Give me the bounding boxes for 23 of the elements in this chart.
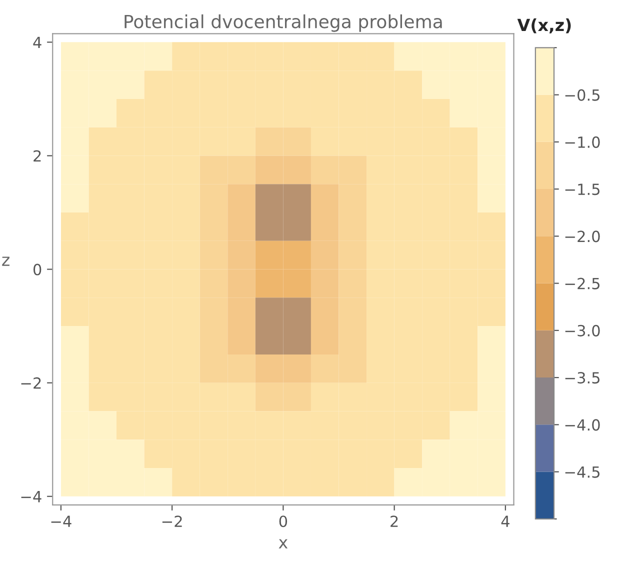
y-tick-label: −2 xyxy=(21,377,41,389)
color-bar-label: −1.5 xyxy=(565,184,600,196)
x-tick-label: 2 xyxy=(390,516,398,527)
color-bar-label: −0.5 xyxy=(565,89,600,101)
y-axis-title: z xyxy=(2,256,10,266)
color-bar-label: −3.0 xyxy=(565,324,600,336)
color-bar-label: −2.0 xyxy=(565,230,600,242)
color-bar-label: −4.0 xyxy=(565,419,600,431)
color-bar-label: −2.5 xyxy=(565,278,600,290)
x-tick-label: 4 xyxy=(501,516,510,527)
x-axis-title: x xyxy=(278,539,288,548)
y-tick-label: 4 xyxy=(33,36,42,48)
y-tick-label: 2 xyxy=(34,150,41,162)
x-tick-label: −4 xyxy=(51,516,72,527)
color-bar-label: −3.5 xyxy=(565,372,600,384)
color-bar-label: −4.5 xyxy=(565,466,600,478)
x-tick-label: 0 xyxy=(279,516,288,528)
color-bar-label: −1.0 xyxy=(565,136,600,148)
chart-title: Potencial dvocentralnega problema xyxy=(124,14,442,32)
y-tick-label: 0 xyxy=(33,264,42,276)
y-tick-label: −4 xyxy=(21,491,42,502)
x-tick-label: −2 xyxy=(162,516,182,527)
color-bar-title: V(x,z) xyxy=(517,18,571,34)
